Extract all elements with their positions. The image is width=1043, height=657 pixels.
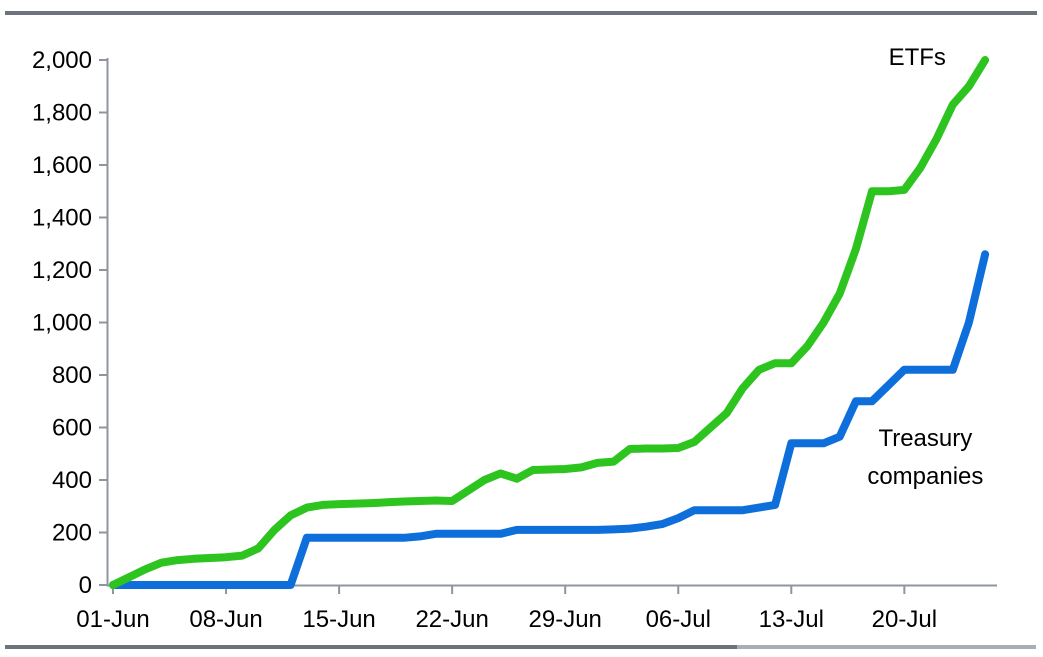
series-annotation: Treasury	[878, 425, 972, 452]
y-axis-label: 1,200	[32, 257, 92, 284]
series-line-etfs	[109, 56, 990, 589]
x-axis-label: 08-Jun	[189, 606, 262, 633]
y-axis-label: 200	[52, 520, 92, 547]
x-axis-label: 20-Jul	[872, 606, 937, 633]
x-axis-label: 06-Jul	[646, 606, 711, 633]
series-annotation: ETFs	[889, 44, 946, 71]
x-axis-label: 22-Jun	[415, 606, 488, 633]
x-axis-label: 13-Jul	[759, 606, 824, 633]
axis-lines	[106, 58, 997, 587]
y-axis-label: 2,000	[32, 47, 92, 74]
y-axis-label: 400	[52, 467, 92, 494]
y-axis-label: 1,000	[32, 310, 92, 337]
bottom-divider	[5, 645, 1036, 649]
y-axis-label: 0	[79, 572, 92, 599]
x-axis-label: 01-Jun	[76, 606, 149, 633]
y-axis-label: 1,800	[32, 100, 92, 127]
series-annotation: companies	[867, 463, 983, 490]
series-line-treasury-companies	[109, 250, 990, 589]
y-axis-label: 1,600	[32, 152, 92, 179]
top-divider	[5, 11, 1037, 15]
x-axis-label: 15-Jun	[302, 606, 375, 633]
y-axis-label: 600	[52, 415, 92, 442]
y-axis-label: 800	[52, 362, 92, 389]
x-axis-label: 29-Jun	[529, 606, 602, 633]
y-axis-label: 1,400	[32, 205, 92, 232]
